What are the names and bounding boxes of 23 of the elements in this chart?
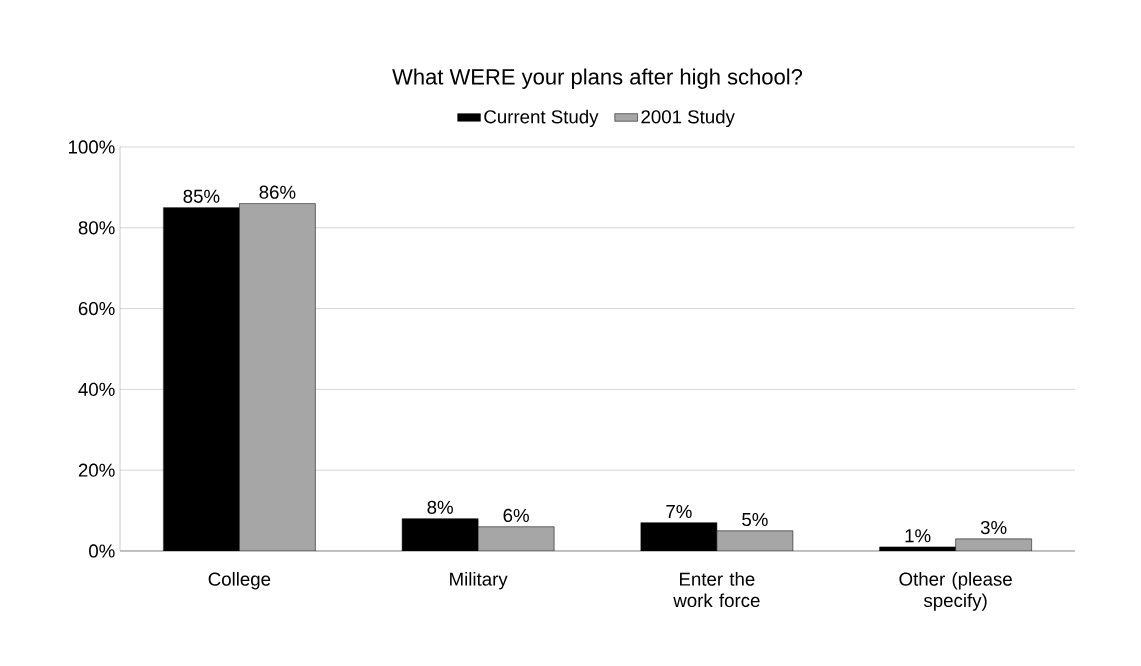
data-label: 8% [427,500,453,514]
data-label: 5% [742,512,768,527]
legend-label: Current Study [484,109,599,128]
x-tick-label: Other (please specify) [899,572,1012,611]
y-tick-label: 40% [78,382,115,396]
y-tick-label: 60% [78,301,115,316]
bar [716,530,794,551]
data-label: 3% [980,520,1007,535]
bar [477,526,555,551]
x-tick-label: College [208,572,271,590]
data-label: 85% [183,189,220,203]
legend-label: 2001 Study [641,109,735,128]
chart-title: What WERE your plans after high school? [392,68,803,89]
data-label: 7% [666,504,692,518]
data-label: 6% [503,508,529,523]
x-tick-label: Enter the work force [673,572,760,608]
y-tick-label: 0% [89,544,115,558]
y-tick-label: 100% [68,140,115,154]
data-label: 1% [905,529,931,543]
y-tick-label: 80% [78,221,115,235]
x-tick-label: Military [450,572,508,590]
y-tick-label: 20% [78,463,115,477]
data-label: 86% [259,185,296,199]
